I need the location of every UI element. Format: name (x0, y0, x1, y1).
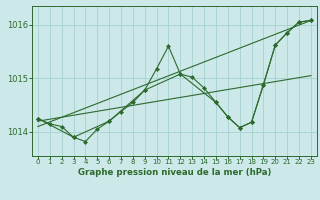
X-axis label: Graphe pression niveau de la mer (hPa): Graphe pression niveau de la mer (hPa) (78, 168, 271, 177)
